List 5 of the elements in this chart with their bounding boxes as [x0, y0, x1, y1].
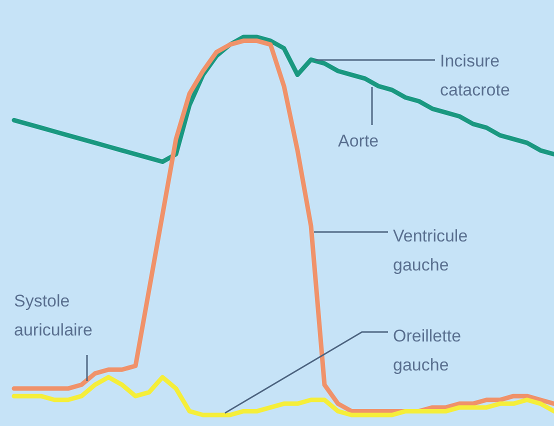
annotation: Ventricule gauche — [393, 226, 468, 275]
annotation: Systole auriculaire — [14, 292, 92, 340]
annotation: Aorte — [338, 132, 379, 151]
annotation: Incisure catacrote — [440, 52, 510, 100]
annotation: Oreillette gauche — [393, 326, 462, 375]
